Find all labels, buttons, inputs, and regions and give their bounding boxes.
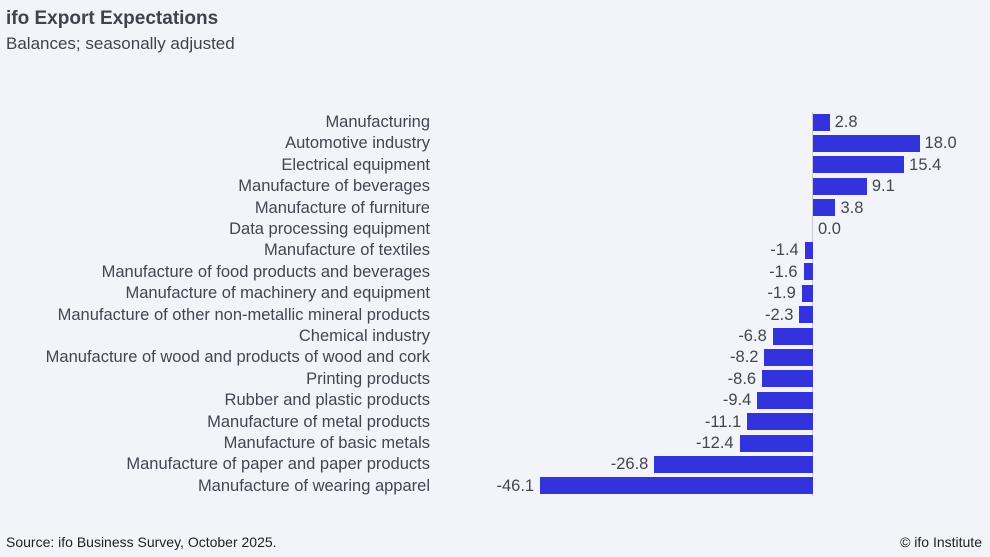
data-label: 0.0 <box>818 220 841 238</box>
data-label: -1.6 <box>769 262 798 281</box>
bar <box>813 156 905 174</box>
bar <box>813 113 830 131</box>
category-label: Manufacture of beverages <box>238 177 430 196</box>
bar <box>799 306 813 324</box>
category-label: Data processing equipment <box>229 220 430 238</box>
category-label: Manufacture of food products and beverag… <box>101 262 430 281</box>
bar <box>772 327 813 345</box>
data-label: 2.8 <box>834 113 858 131</box>
bar <box>762 370 813 388</box>
data-label: 9.1 <box>871 177 895 196</box>
category-label: Manufacture of furniture <box>254 198 430 217</box>
data-label: -26.8 <box>610 455 649 474</box>
data-label: 15.4 <box>909 155 942 174</box>
bar <box>804 241 813 259</box>
zero-axis <box>812 111 813 497</box>
bar <box>739 434 813 452</box>
category-label: Electrical equipment <box>281 155 430 174</box>
category-label: Manufacture of paper and paper products <box>126 455 430 474</box>
source-note: Source: ifo Business Survey, October 202… <box>6 534 277 550</box>
category-label: Automotive industry <box>285 134 430 153</box>
data-label: -2.3 <box>764 305 794 324</box>
bar <box>654 455 813 473</box>
bar <box>801 284 813 302</box>
category-label: Manufacturing <box>325 113 430 131</box>
category-label: Manufacture of other non-metallic minera… <box>57 305 430 324</box>
category-label: Manufacture of wood and products of wood… <box>45 348 430 367</box>
category-label: Manufacture of textiles <box>264 241 430 260</box>
chart-subtitle: Balances; seasonally adjusted <box>6 34 235 53</box>
category-label: Manufacture of wearing apparel <box>197 476 430 495</box>
category-label: Manufacture of basic metals <box>223 434 430 452</box>
bar <box>813 134 920 152</box>
data-label: -11.1 <box>704 412 742 431</box>
data-label: 3.8 <box>840 198 864 217</box>
data-label: -1.4 <box>770 241 799 260</box>
bar <box>540 477 813 495</box>
bar <box>757 391 813 409</box>
category-label: Chemical industry <box>298 327 430 345</box>
copyright: © ifo Institute <box>900 534 982 550</box>
data-label: -6.8 <box>738 327 767 345</box>
data-label: -8.6 <box>727 369 757 388</box>
bar <box>813 199 836 217</box>
data-label: -46.1 <box>496 476 535 495</box>
category-label: Manufacture of metal products <box>207 412 430 431</box>
data-label: -1.9 <box>767 284 796 303</box>
bar <box>813 177 867 195</box>
category-label: Manufacture of machinery and equipment <box>125 284 430 303</box>
data-label: -9.4 <box>722 391 752 410</box>
category-label: Printing products <box>306 369 430 388</box>
data-label: 18.0 <box>924 134 957 153</box>
data-label: -8.2 <box>730 348 759 367</box>
chart-title: ifo Export Expectations <box>6 8 219 29</box>
bar <box>803 263 813 281</box>
bar <box>764 348 813 366</box>
category-label: Rubber and plastic products <box>224 391 430 410</box>
bar <box>747 413 813 431</box>
data-label: -12.4 <box>695 434 734 452</box>
